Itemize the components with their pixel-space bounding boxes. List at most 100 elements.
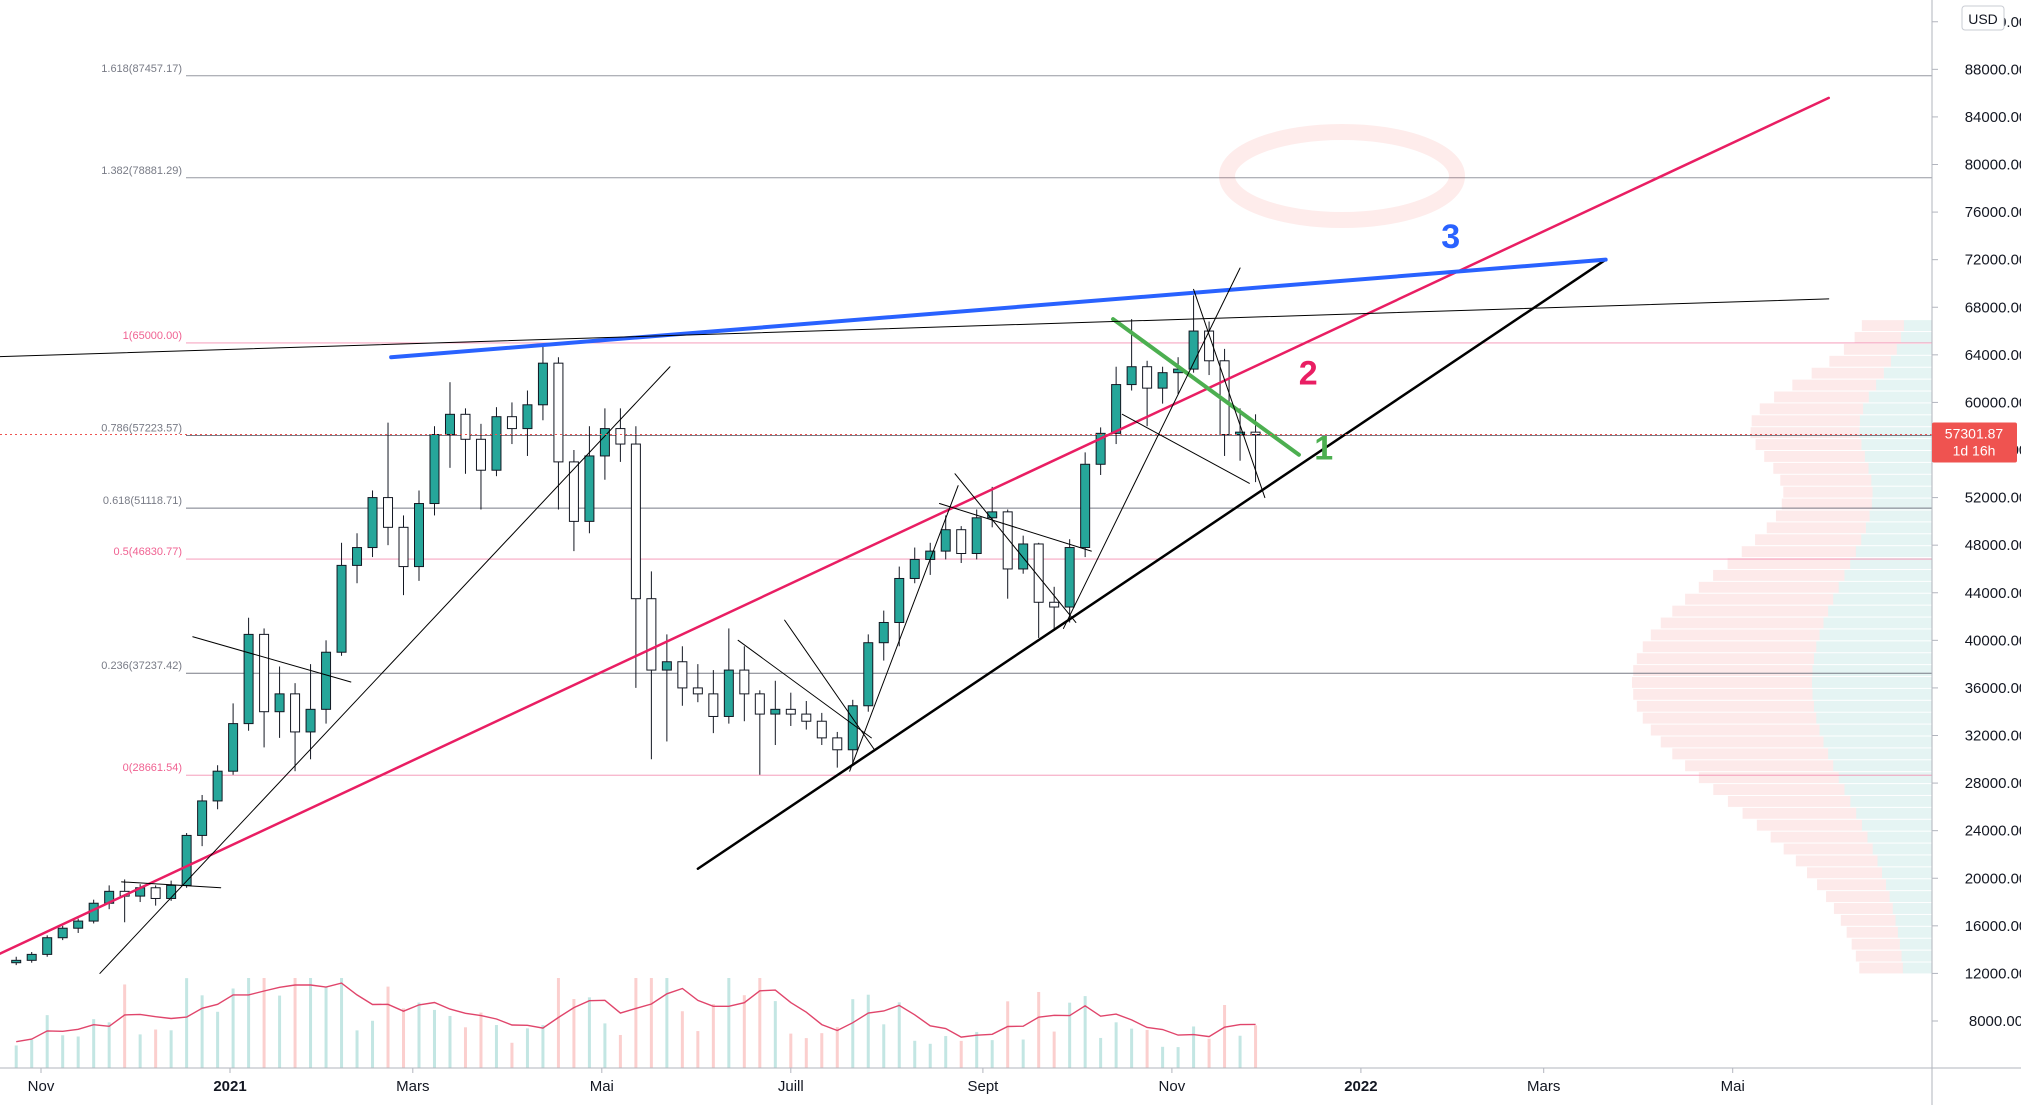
price-tick-label[interactable]: 60000.00 [1965, 394, 2021, 411]
candle-body [863, 642, 874, 707]
volume-profile-bar [1838, 581, 1932, 593]
price-tick-label[interactable]: 20000.00 [1965, 870, 2021, 887]
volume-profile-bar [1783, 486, 1873, 498]
price-tick-label[interactable]: 68000.00 [1965, 299, 2021, 316]
volume-profile-bar [1650, 629, 1820, 641]
price-tick-label[interactable]: 76000.00 [1965, 204, 2021, 221]
time-tick-label[interactable]: Nov [1159, 1078, 1186, 1095]
volume-bar [247, 978, 251, 1068]
volume-profile-bar [1883, 367, 1932, 379]
currency-button[interactable]: USD [1961, 5, 2005, 31]
volume-profile-bar [1750, 427, 1860, 439]
price-tick-label[interactable]: 64000.00 [1965, 347, 2021, 364]
candle-body [646, 598, 657, 671]
volume-bar [324, 987, 328, 1068]
price-tick-label[interactable]: 72000.00 [1965, 252, 2021, 269]
volume-bar [14, 1045, 18, 1068]
price-axis[interactable]: 8000.00 12000.00 16000.00 20000.00 24000.00 2… [1932, 0, 2021, 1030]
price-tick-label[interactable]: 24000.00 [1965, 823, 2021, 840]
volume-bar [603, 1023, 607, 1068]
fib-level-label: 0.618(51118.71) [103, 495, 182, 507]
price-tick-label[interactable]: 8000.00 [1969, 1013, 2021, 1030]
volume-profile-bar [1770, 831, 1868, 843]
time-axis[interactable]: Nov 2021 Mars Mai Juill Sept Nov 2022 Mars Mai [28, 1068, 1745, 1095]
candle-body [259, 633, 270, 713]
wave-label: 3 [1441, 218, 1460, 256]
volume-profile-bar [1850, 795, 1932, 807]
volume-profile-bar [1823, 736, 1932, 748]
time-tick-label[interactable]: Nov [28, 1078, 55, 1095]
time-tick-label[interactable]: Mai [590, 1078, 614, 1095]
pattern-line [849, 485, 959, 772]
price-tick-label[interactable]: 36000.00 [1965, 680, 2021, 697]
volume-bar [309, 978, 313, 1068]
volume-bar [789, 1033, 793, 1068]
volume-profile-bar [1881, 867, 1932, 879]
price-tick-label[interactable]: 80000.00 [1965, 157, 2021, 174]
time-tick-label[interactable]: 2021 [213, 1078, 246, 1095]
candle-body [290, 693, 301, 733]
price-tick-label[interactable]: 44000.00 [1965, 585, 2021, 602]
volume-moving-average-line [16, 982, 1256, 1043]
time-tick-label[interactable]: Mars [396, 1078, 429, 1095]
volume-profile-bar [1755, 439, 1862, 450]
time-tick-label[interactable]: Juill [778, 1078, 804, 1095]
candle-body [321, 651, 332, 710]
volume-profile-bar [1650, 724, 1820, 736]
support-line [696, 258, 1607, 870]
volume-profile-bar [1850, 558, 1932, 569]
volume-profile-bar [1773, 462, 1869, 474]
volume-bar [851, 999, 855, 1068]
volume-bar [107, 1022, 111, 1068]
candle-body [894, 577, 905, 623]
fib-level-label: 1.382(78881.29) [101, 165, 182, 177]
wave-label: 1 [1314, 430, 1333, 468]
wave-labels: 1 2 3 [1299, 218, 1460, 468]
price-tick-label[interactable]: 28000.00 [1965, 775, 2021, 792]
resistance-line [0, 298, 1830, 358]
volume-bar [742, 995, 746, 1068]
currency-label[interactable]: USD [1968, 11, 1998, 27]
price-tick-label[interactable]: 84000.00 [1965, 109, 2021, 126]
candle-body [150, 887, 161, 899]
candle-body [1064, 547, 1075, 608]
volume-profile-bar [1759, 403, 1864, 415]
volume-profile-bar [1833, 903, 1893, 914]
candle-body [26, 953, 37, 961]
candle-body [73, 920, 84, 929]
volume-profile-bar [1901, 332, 1932, 343]
volume-bar [1037, 991, 1041, 1068]
candle-body [971, 517, 982, 554]
price-tick-label[interactable]: 16000.00 [1965, 918, 2021, 935]
volume-profile-bar [1795, 855, 1878, 867]
volume-bar [1254, 1025, 1258, 1068]
time-tick-label[interactable]: Sept [967, 1078, 999, 1095]
volume-profile-bar [1636, 700, 1814, 712]
candlestick-series [11, 295, 1261, 966]
time-tick-label[interactable]: 2022 [1344, 1078, 1377, 1095]
candle-body [832, 737, 843, 751]
candle-body [1080, 463, 1091, 549]
price-tick-label[interactable]: 40000.00 [1965, 632, 2021, 649]
volume-profile-bar [1672, 605, 1829, 617]
candle-body [414, 503, 424, 568]
time-tick-label[interactable]: Mars [1527, 1078, 1560, 1095]
volume-bar [402, 1008, 406, 1068]
volume-profile-bar [1859, 415, 1932, 427]
candle-body [1018, 543, 1029, 570]
candle-body [197, 800, 208, 836]
volume-profile-bar [1636, 653, 1814, 665]
candle-body [475, 438, 486, 471]
price-tick-label[interactable]: 32000.00 [1965, 728, 2021, 745]
price-tick-label[interactable]: 88000.00 [1965, 61, 2021, 78]
time-tick-label[interactable]: Mai [1721, 1078, 1745, 1095]
volume-profile-bar [1742, 807, 1857, 819]
candle-body [444, 413, 455, 436]
price-tick-label[interactable]: 12000.00 [1965, 965, 2021, 982]
price-tick-label[interactable]: 52000.00 [1965, 490, 2021, 507]
currency-button-bg[interactable] [1961, 5, 2005, 31]
volume-profile-bar [1642, 641, 1817, 653]
price-tick-label[interactable]: 48000.00 [1965, 537, 2021, 554]
volume-profile-bar [1806, 867, 1882, 879]
